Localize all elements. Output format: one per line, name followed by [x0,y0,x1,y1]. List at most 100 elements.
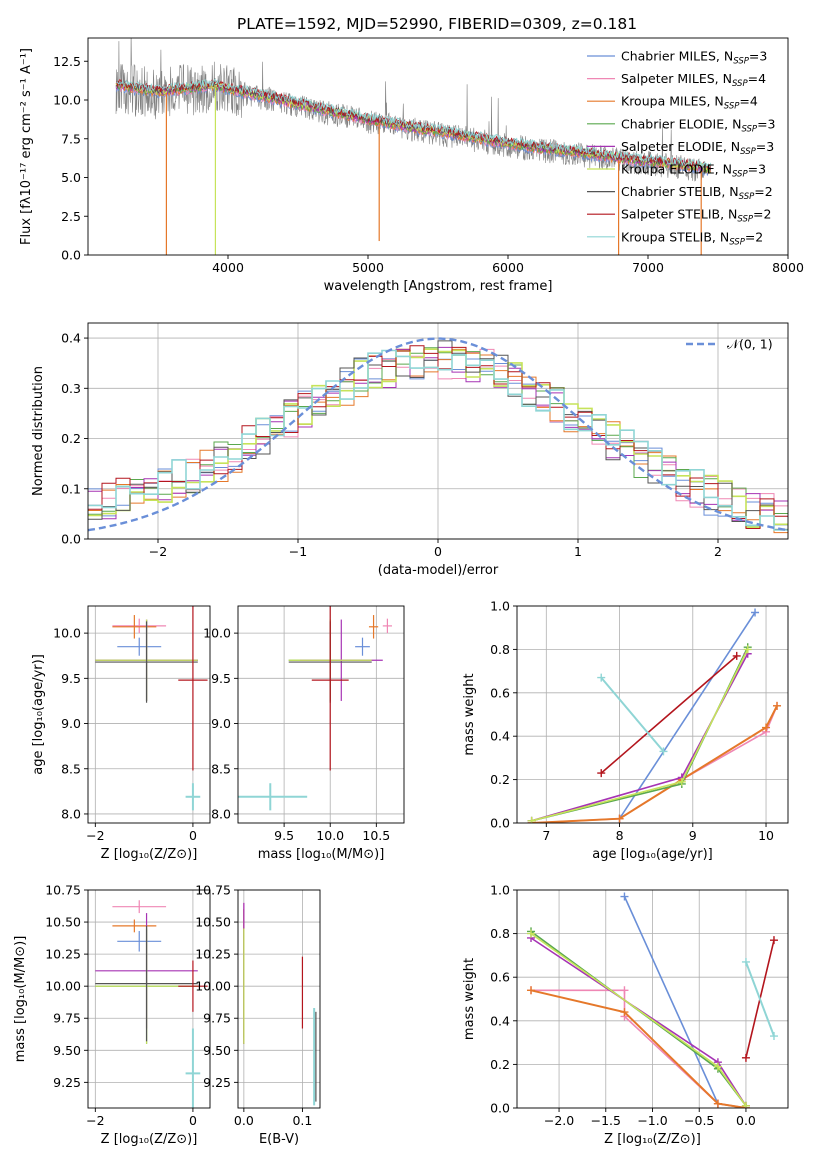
x-tick-label: −2 [149,544,167,559]
legend-label: Salpeter STELIB, NSSP=2 [621,207,771,225]
y-tick-label: 9.5 [211,671,231,686]
legend-label: Salpeter ELODIE, NSSP=3 [621,139,774,157]
plus-marker [620,986,629,995]
plus-marker [527,816,536,823]
residuals-axes: −2 −1 0 1 2 0.0 0.1 0.2 0.3 0.4 (data-model)/error… [31,322,789,578]
plus-marker [713,1062,722,1071]
plus-marker [597,769,606,778]
y-tick-label: 10.75 [195,883,231,898]
x-tick-label: 0 [434,544,442,559]
plus-marker [615,814,624,823]
x-tick-label: 10 [758,828,774,843]
weight_vs_age-plot-area [527,608,782,823]
plus-marker [527,929,536,938]
errorbar-chabrier_stelib [95,925,198,1042]
x-tick-label: 8 [616,828,624,843]
series-line [618,612,756,820]
x-tick-label: 0.1 [292,1113,312,1128]
y-tick-label: 8.0 [211,806,231,821]
plus-marker [773,701,782,710]
x-tick-label: −2.0 [544,1113,574,1128]
spectrum-xlabel: wavelength [Angstrom, rest frame] [324,279,553,294]
x-tick-label: 0.0 [736,1113,756,1128]
series-line [744,961,775,1037]
errorbar-salpeter_miles [112,900,167,914]
y-tick-label: 0.6 [490,685,510,700]
spectrum-legend: Chabrier MILES, NSSP=3 Salpeter MILES, NS… [587,49,776,247]
series-line [530,930,747,1107]
plus-marker [741,1053,750,1062]
errorbar-salpeter_stelib [178,960,208,1012]
series-kroupa_elodie [527,645,752,823]
y-tick-label: 9.25 [53,1075,81,1090]
plus-marker [762,723,771,732]
y-tick-label: 10.50 [195,915,231,930]
weight_vs_age-axes: 7 8 9 10 0.0 0.2 0.4 0.6 0.8 1.0 age [log₁₀(age/yr… [462,599,789,862]
y-tick-label: 0.4 [490,729,510,744]
x-tick-label: 0.0 [234,1113,254,1128]
series-kroupa_stelib [597,673,668,756]
weight_vs_age-ylabel: mass weight [462,673,477,755]
y-tick-label: 10.0 [53,626,81,641]
y-tick-label: 10.50 [45,915,81,930]
errorbar-chabrier_stelib [95,621,198,703]
residuals-ylabel: Normed distribution [31,366,46,496]
x-tick-label: 4000 [212,260,244,275]
age_vs_mass-axes: 9.5 10.0 10.5 8.0 8.5 9.0 9.5 10.0 mass [log₁₀(M… [203,605,405,862]
residuals-legend: 𝒩(0, 1) [686,337,773,352]
errorbar-kroupa_miles [112,919,157,933]
y-tick-label: 5.0 [61,170,81,185]
legend-label: Salpeter MILES, NSSP=4 [621,71,766,89]
y-tick-label: 0.0 [61,532,81,547]
y-tick-label: 10.0 [53,93,81,108]
y-tick-label: 10.25 [195,947,231,962]
legend-label: Chabrier ELODIE, NSSP=3 [621,116,776,134]
weight_vs_Z-xlabel: Z [log₁₀(Z/Z⊙)] [604,1132,701,1147]
series-chabrier_miles [620,892,750,1108]
plus-marker [620,892,629,901]
errorbar-kroupa_miles [112,615,157,639]
mass_vs_ebv-plot-area [243,902,317,1106]
y-tick-label: 10.00 [45,979,81,994]
y-tick-label: 10.0 [203,626,231,641]
errorbar-salpeter_stelib [311,606,349,771]
y-tick-label: 8.5 [211,761,231,776]
age_vs_mass-xlabel: mass [log₁₀(M/M⊙)] [258,847,385,862]
model-line-salpeter_stelib [115,79,712,170]
series-kroupa_elodie [527,929,750,1108]
axes-frame [237,605,405,824]
y-tick-label: 0.4 [61,331,81,346]
x-tick-label: −1.5 [591,1113,621,1128]
age_vs_Z-plot-area [95,606,208,811]
y-tick-label: 10.75 [45,883,81,898]
series-chabrier_elodie [527,643,752,823]
y-tick-label: 0.8 [490,642,510,657]
hist-kroupa_stelib [88,349,788,531]
axes-frame [516,605,789,824]
weight_vs_Z-axes: −2.0 −1.5 −1.0 −0.5 0.0 0.0 0.2 0.4 0.6 0.8 1.0 Z [… [462,883,789,1147]
hist-salpeter_miles [88,348,788,508]
errorbar-kroupa_miles [368,615,379,639]
weight_vs_Z-plot-area [527,892,778,1108]
age_vs_Z-axes: −2 0 8.0 8.5 9.0 9.5 10.0 Z [log₁₀(Z/Z⊙)] age [l… [31,605,211,862]
legend-label: 𝒩(0, 1) [727,337,773,352]
errorbar-salpeter_miles [112,618,167,634]
y-tick-label: 0.0 [61,248,81,263]
x-tick-label: −1 [289,544,307,559]
plus-marker [677,777,686,786]
y-tick-label: 1.0 [490,883,510,898]
series-salpeter_elodie [527,649,752,823]
errorbar-salpeter_stelib [178,606,208,771]
x-tick-label: 9 [689,828,697,843]
residuals-xlabel: (data-model)/error [378,563,499,578]
errorbar-chabrier_miles [117,931,162,952]
plus-marker [751,608,760,617]
plus-marker [527,986,536,995]
normal-curve [88,337,786,532]
y-tick-label: 0.1 [61,481,81,496]
model-line-kroupa_stelib [115,78,712,169]
mass_vs_Z-xlabel: Z [log₁₀(Z/Z⊙)] [101,1132,198,1147]
y-tick-label: 10.25 [45,947,81,962]
series-line [531,989,747,1108]
series-line [531,653,749,822]
